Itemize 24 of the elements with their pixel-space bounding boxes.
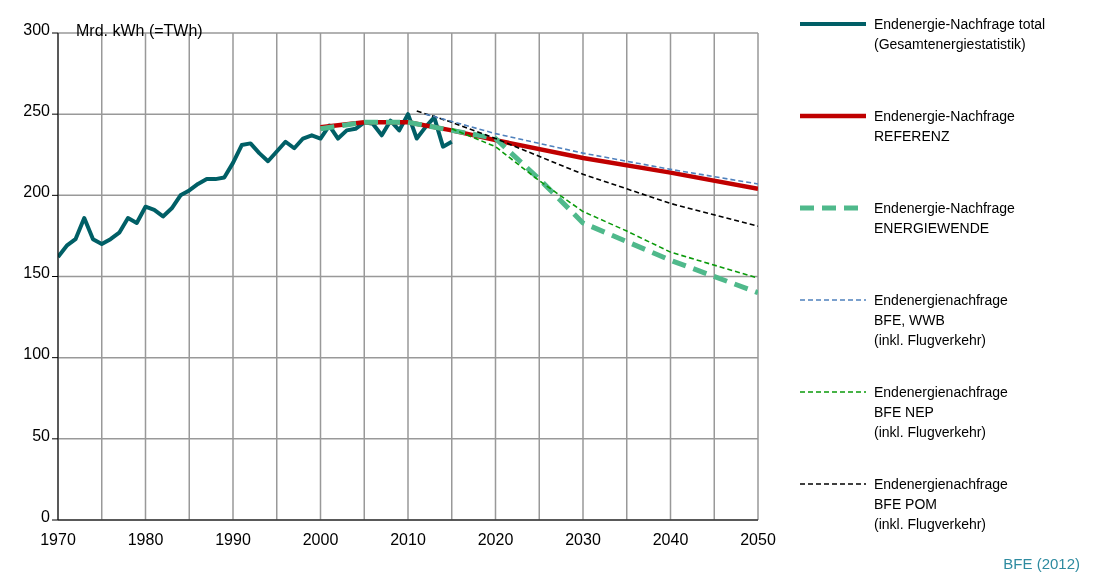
- legend-label: Endenergie-Nachfrage ENERGIEWENDE: [874, 199, 1015, 238]
- x-tick-label: 1980: [127, 531, 164, 549]
- text: BFE (2012): [1003, 555, 1080, 572]
- x-tick-label: 2010: [390, 531, 426, 549]
- legend-label: Endenergienachfrage BFE, WWB (inkl. Flugverkehr): [874, 291, 1008, 350]
- y-tick-label: 0: [41, 507, 51, 525]
- legend-label: Endenergienachfrage BFE POM (inkl. Flugverkehr): [874, 475, 1008, 534]
- y-axis-title: Mrd. kWh (=TWh): [76, 22, 203, 40]
- x-tick-label: 2050: [740, 531, 776, 549]
- legend-label: Endenergie-Nachfrage total (Gesamtenergiestatistik): [874, 15, 1046, 54]
- legend-label: Endenergie-Nachfrage REFERENZ: [874, 107, 1015, 146]
- y-tick-label: 300: [23, 20, 51, 38]
- x-tick-label: 1990: [215, 531, 251, 549]
- x-tick-label: 2000: [302, 531, 339, 549]
- legend-label: Endenergienachfrage BFE NEP (inkl. Flugverkehr): [874, 383, 1008, 442]
- y-tick-label: 100: [23, 345, 51, 363]
- x-tick-label: 2040: [652, 531, 689, 549]
- x-tick-label: 2020: [477, 531, 514, 549]
- y-tick-label: 250: [23, 101, 51, 119]
- y-tick-label: 200: [23, 183, 51, 201]
- y-tick-label: 50: [32, 426, 51, 444]
- y-tick-label: 150: [23, 264, 51, 282]
- x-tick-label: 1970: [40, 531, 76, 549]
- x-tick-label: 2030: [565, 531, 601, 549]
